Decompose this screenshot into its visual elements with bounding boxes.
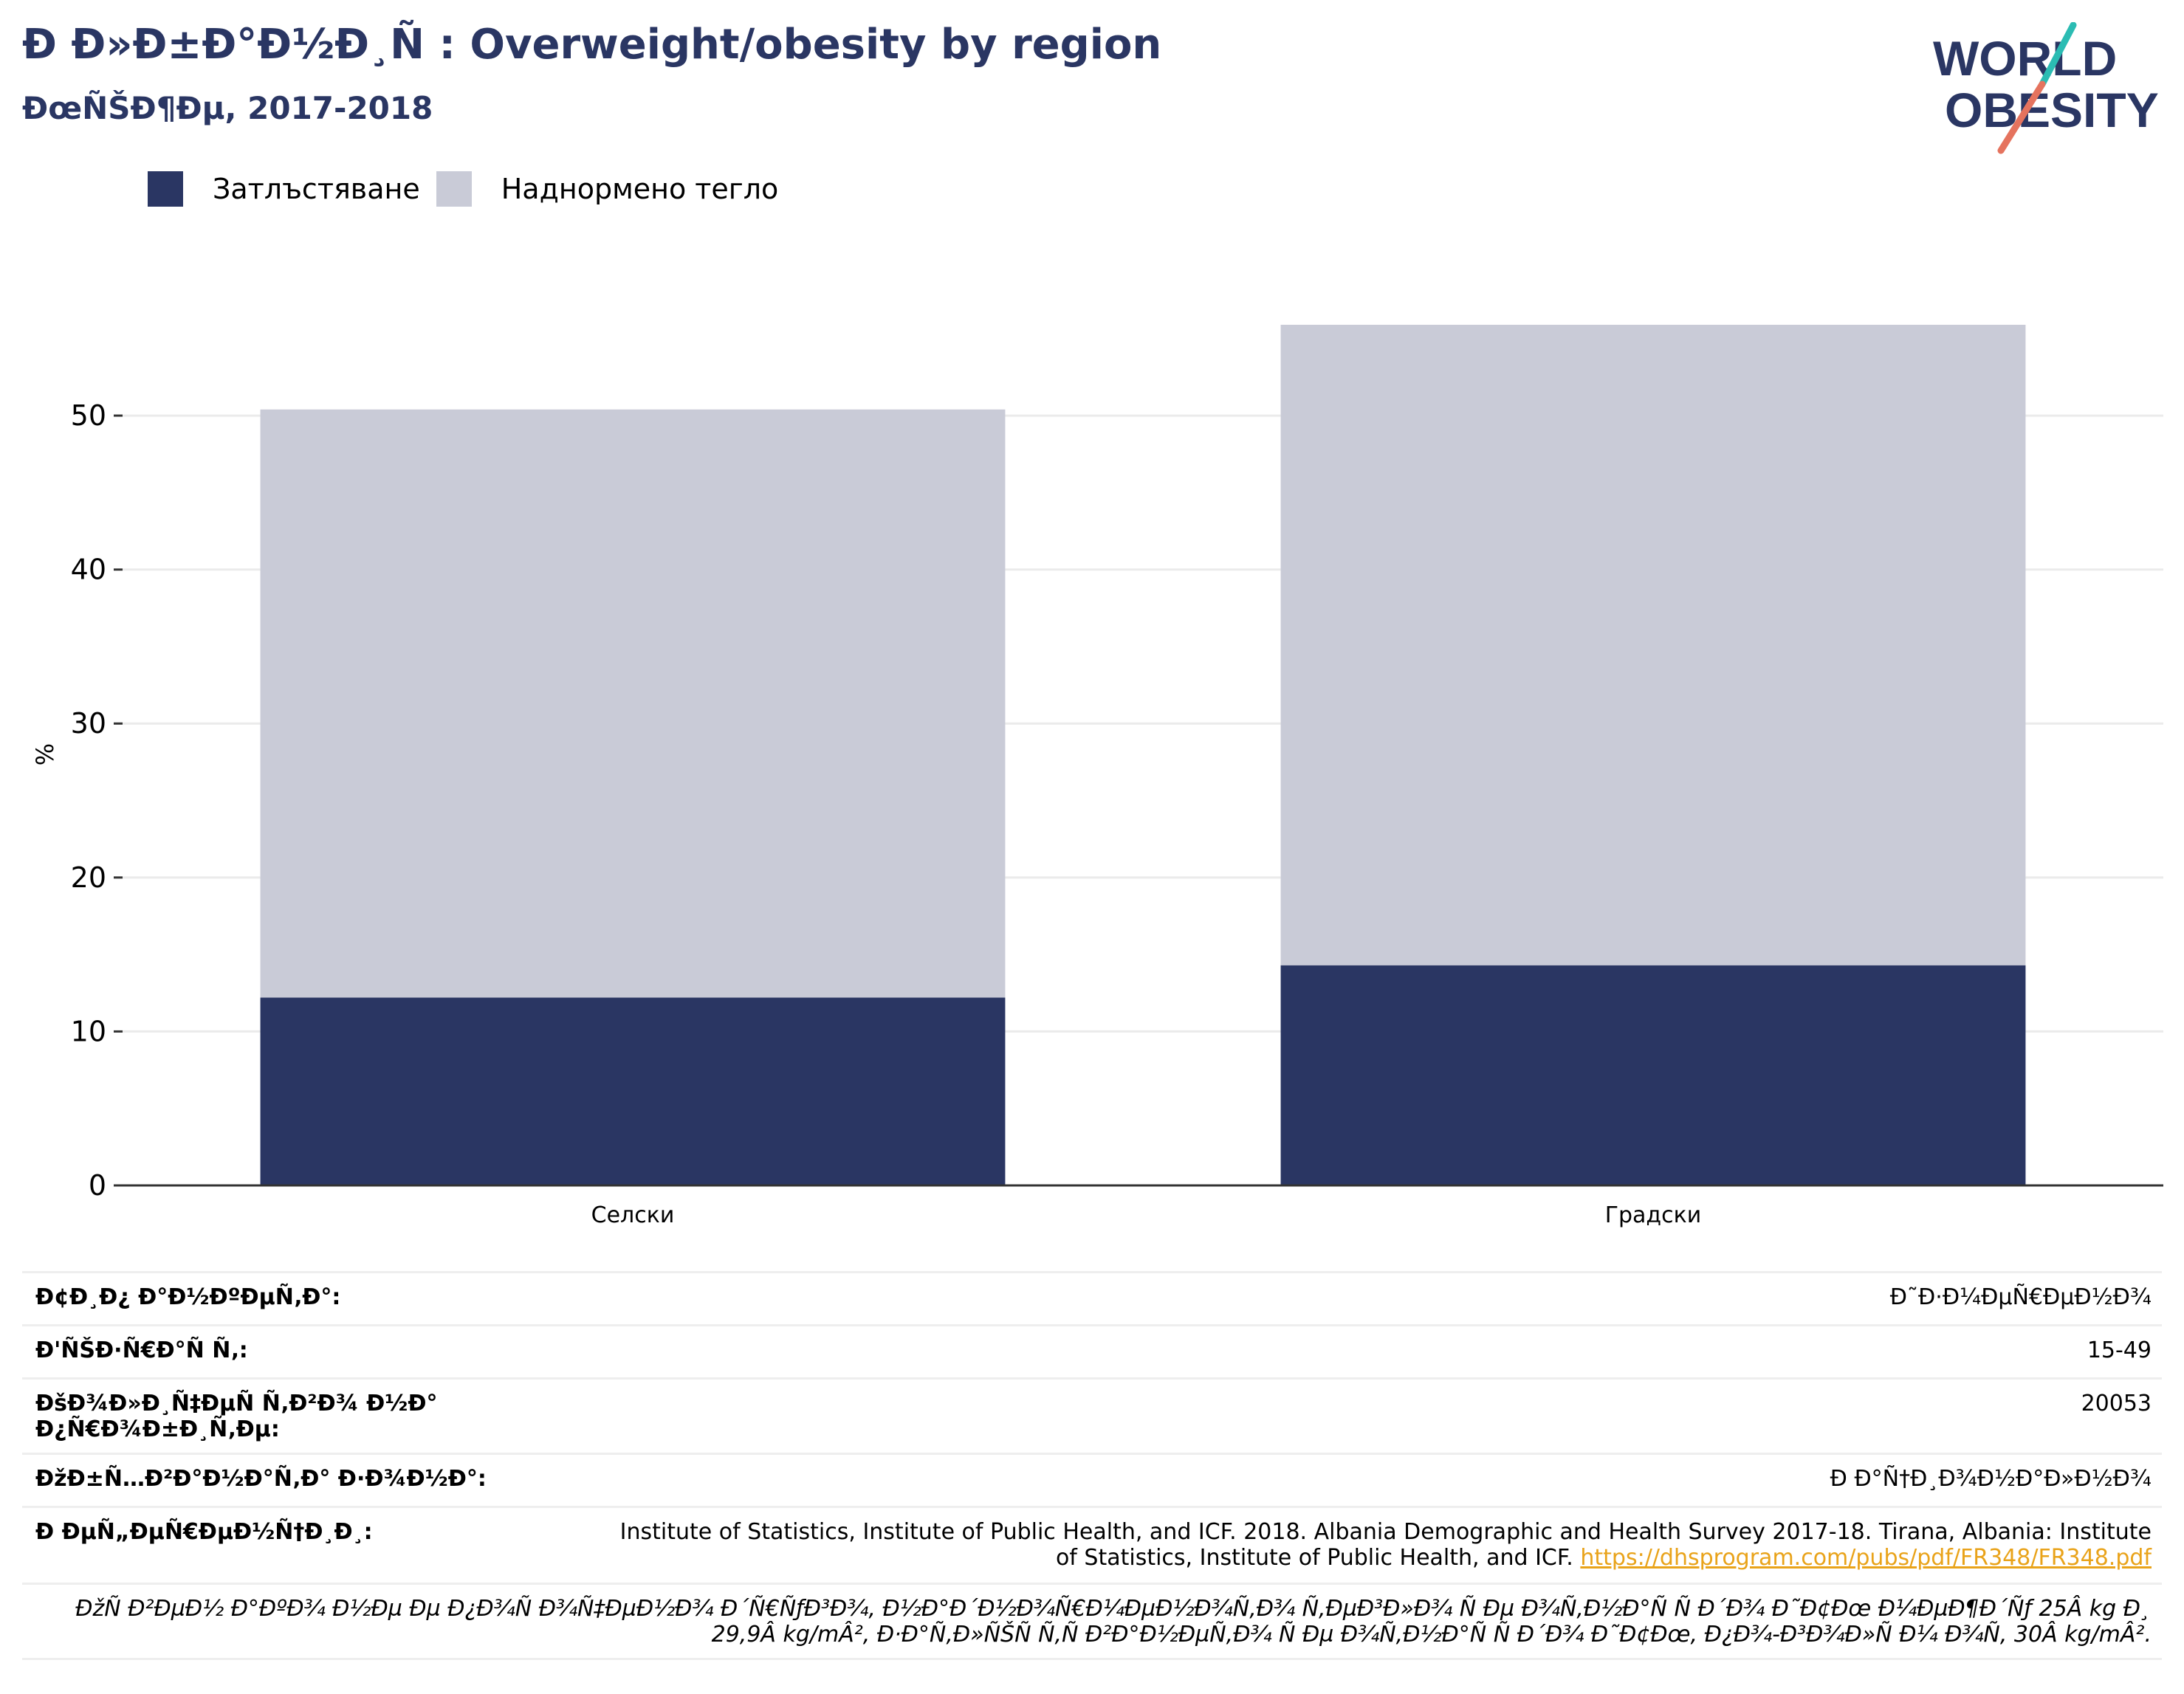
details-row-survey-type: Ð¢Ð¸Ð¿ Ð°Ð½ÐºÐµÑ‚Ð°: Ð˜Ð·Ð¼ÐµÑ€ÐµÐ½Ð¾ [22,1271,2162,1324]
details-row-area-covered: ÐžÐ±Ñ…Ð²Ð°Ð½Ð°Ñ‚Ð° Ð·Ð¾Ð½Ð°: Ð Ð°Ñ†Ð¸Ð¾Ð… [22,1453,2162,1506]
y-tick-label: 30 [71,707,106,740]
y-axis-title: % [31,743,59,765]
legend-label-overweight: Наднормено тегло [501,173,779,205]
reference-text: Institute of Statistics, Institute of Pu… [619,1519,2152,1571]
y-tick-label: 10 [71,1015,106,1047]
reference-link[interactable]: https://dhsprogram.com/pubs/pdf/FR348/FR… [1580,1544,2152,1571]
y-tick-label: 20 [71,861,106,894]
logo-slash-teal [2039,22,2077,88]
y-tick-label: 50 [71,399,106,432]
details-row-references: Ð ÐµÑ„ÐµÑ€ÐµÐ½Ñ†Ð¸Ð¸: Institute of Stati… [22,1506,2162,1583]
details-row-age: Ð'ÑŠÐ·Ñ€Ð°Ñ Ñ‚: 15-49 [22,1324,2162,1377]
details-value: 20053 [2081,1391,2152,1416]
bar-obesity [260,997,1006,1185]
details-value-references: Institute of Statistics, Institute of Pu… [601,1519,2152,1571]
bar-chart: 0 10 20 30 40 50% Селски Градски [31,325,2163,1228]
chart-subtitle: ÐœÑŠÐ¶Ðµ, 2017-2018 [22,90,433,126]
bar-obesity [1280,965,2026,1185]
details-label: ÐšÐ¾Ð»Ð¸Ñ‡ÐµÑ Ñ‚Ð²Ð¾ Ð½Ð° Ð¿Ñ€Ð¾Ð±Ð¸Ñ‚Ðµ… [35,1391,438,1442]
logo-text-obesity: OBESITY [1945,83,2159,137]
legend-swatch-overweight [436,171,472,207]
y-tick-label: 0 [89,1169,106,1202]
logo-slash-coral [1997,80,2046,154]
x-tick-label: Градски [1605,1202,1702,1228]
details-value: Ð˜Ð·Ð¼ÐµÑ€ÐµÐ½Ð¾ [1889,1284,2152,1310]
definition-note: ÐžÑ Ð²ÐµÐ½ Ð°ÐºÐ¾ Ð½Ðµ Ðµ Ð¿Ð¾Ñ Ð¾Ñ‡ÐµÐ½… [22,1583,2162,1660]
legend-swatch-obesity [148,171,183,207]
details-row-sample-size: ÐšÐ¾Ð»Ð¸Ñ‡ÐµÑ Ñ‚Ð²Ð¾ Ð½Ð° Ð¿Ñ€Ð¾Ð±Ð¸Ñ‚Ðµ… [22,1377,2162,1453]
survey-details-table: Ð¢Ð¸Ð¿ Ð°Ð½ÐºÐµÑ‚Ð°: Ð˜Ð·Ð¼ÐµÑ€ÐµÐ½Ð¾ Ð'… [22,1271,2162,1660]
legend-label-obesity: Затлъстяване [213,173,420,205]
details-label: ÐžÐ±Ñ…Ð²Ð°Ð½Ð°Ñ‚Ð° Ð·Ð¾Ð½Ð°: [35,1466,487,1492]
bar-overweight [1280,325,2026,965]
details-value: 15-49 [2087,1337,2152,1363]
x-tick-label: Селски [591,1202,675,1228]
logo-text-world: WORLD [1933,31,2117,86]
details-label: Ð¢Ð¸Ð¿ Ð°Ð½ÐºÐµÑ‚Ð°: [35,1284,341,1310]
details-label: Ð ÐµÑ„ÐµÑ€ÐµÐ½Ñ†Ð¸Ð¸: [35,1519,373,1545]
world-obesity-logo: WORLD OBESITY [1933,22,2159,154]
details-value: Ð Ð°Ñ†Ð¸Ð¾Ð½Ð°Ð»Ð½Ð¾ [1830,1466,2152,1492]
chart-legend: Затлъстяване Наднормено тегло [148,168,794,210]
bar-overweight [260,409,1006,998]
legend-item-obesity: Затлъстяване [148,171,420,207]
y-tick-label: 40 [71,554,106,586]
details-label: Ð'ÑŠÐ·Ñ€Ð°Ñ Ñ‚: [35,1337,248,1363]
chart-title: Ð Ð»Ð±Ð°Ð½Ð¸Ñ : Overweight/obesity by re… [22,21,1162,69]
legend-item-overweight: Наднормено тегло [436,171,779,207]
